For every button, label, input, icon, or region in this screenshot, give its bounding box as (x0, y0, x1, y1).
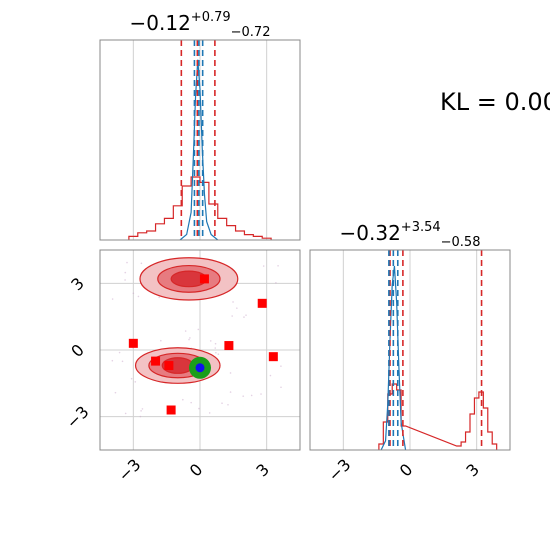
faint-sample (126, 261, 128, 264)
y-tick-label: 0 (67, 340, 88, 361)
faint-sample (221, 402, 223, 405)
faint-sample (114, 391, 117, 394)
red-square-point (224, 341, 234, 351)
x-tick-label: −3 (114, 455, 144, 485)
faint-sample (250, 394, 253, 397)
right-red-histogram (378, 383, 498, 450)
faint-sample (243, 316, 245, 318)
red-square-point (151, 356, 161, 366)
x-tick-label: 3 (462, 460, 483, 481)
faint-sample (198, 407, 200, 410)
red-square-point (166, 405, 176, 415)
faint-sample (140, 410, 142, 412)
faint-sample (190, 401, 192, 404)
right-grid (342, 250, 478, 450)
joint-frame (99, 249, 301, 451)
joint-truth-marker (189, 356, 211, 379)
x-tick-label: 3 (252, 460, 273, 481)
faint-sample (124, 279, 126, 281)
histogram-step (128, 176, 272, 240)
faint-sample (121, 360, 124, 363)
joint-contours (134, 257, 239, 384)
faint-sample (132, 292, 135, 295)
top-title-minus: −0.72 (231, 25, 271, 40)
red-square-point (164, 361, 174, 371)
faint-sample (229, 372, 232, 374)
top-title: −0.12+0.79−0.72 (130, 10, 271, 40)
faint-sample (111, 359, 114, 362)
faint-sample (140, 262, 143, 265)
top-frame (99, 39, 301, 241)
faint-sample (124, 271, 127, 274)
top-marginal-panel: −0.12+0.79−0.72 (99, 10, 301, 241)
joint-x-tick-labels: −3 0 3 (114, 455, 273, 485)
blue-truth-point (195, 363, 205, 373)
faint-sample (260, 393, 262, 395)
faint-sample (242, 395, 245, 397)
faint-sample (275, 282, 277, 284)
red-square-point (199, 274, 209, 284)
faint-sample (209, 340, 212, 342)
faint-sample (184, 330, 187, 332)
y-tick-label: 3 (67, 274, 88, 295)
faint-sample (214, 342, 217, 345)
faint-sample (231, 315, 233, 317)
x-tick-label: −3 (324, 455, 354, 485)
faint-sample (118, 351, 121, 354)
joint-panel: −3 0 3 3 0 −3 (63, 249, 301, 485)
y-tick-label: −3 (63, 402, 93, 432)
right-marginal-panel: −0.32+3.54−0.58 −3 0 3 (309, 220, 511, 485)
joint-red-squares (128, 274, 278, 415)
x-tick-label: 0 (186, 460, 207, 481)
right-frame (309, 249, 511, 451)
red-square-point (257, 298, 267, 308)
right-title-median: −0.32 (340, 221, 401, 245)
faint-sample (262, 265, 265, 267)
faint-sample (130, 377, 133, 380)
faint-sample (214, 347, 217, 349)
faint-sample (134, 381, 137, 383)
faint-sample (111, 298, 114, 300)
faint-sample (124, 412, 127, 415)
faint-sample (280, 365, 282, 367)
faint-sample (141, 408, 144, 410)
right-x-tick-labels: −3 0 3 (324, 455, 483, 485)
histogram-step (378, 383, 498, 450)
top-red-histogram (128, 176, 272, 240)
faint-sample (227, 403, 229, 406)
faint-sample (158, 296, 160, 299)
top-grid (132, 40, 268, 240)
faint-sample (232, 301, 234, 303)
faint-sample (229, 391, 232, 393)
top-quantile-lines (180, 40, 216, 240)
faint-sample (269, 374, 272, 377)
top-title-plus: +0.79 (191, 10, 231, 25)
faint-sample (236, 307, 238, 309)
right-title-plus: +3.54 (401, 220, 441, 235)
faint-sample (139, 415, 142, 418)
faint-sample (160, 339, 162, 342)
kl-label: KL = 0.00 (440, 88, 550, 116)
faint-sample (215, 351, 217, 354)
faint-sample (189, 337, 191, 339)
faint-sample (245, 314, 247, 316)
x-tick-label: 0 (396, 460, 417, 481)
faint-sample (280, 386, 282, 389)
faint-sample (277, 264, 279, 267)
faint-sample (217, 353, 220, 355)
faint-sample (197, 328, 200, 331)
red-square-point (128, 338, 138, 348)
joint-y-tick-labels: 3 0 −3 (63, 274, 93, 433)
right-quantile-lines (388, 250, 483, 450)
right-title: −0.32+3.54−0.58 (340, 220, 481, 250)
faint-sample (137, 295, 140, 298)
faint-sample (208, 412, 211, 414)
red-square-point (268, 352, 278, 362)
top-title-median: −0.12 (130, 11, 191, 35)
right-title-minus: −0.58 (441, 235, 481, 250)
faint-sample (188, 338, 190, 341)
faint-sample (182, 398, 184, 401)
